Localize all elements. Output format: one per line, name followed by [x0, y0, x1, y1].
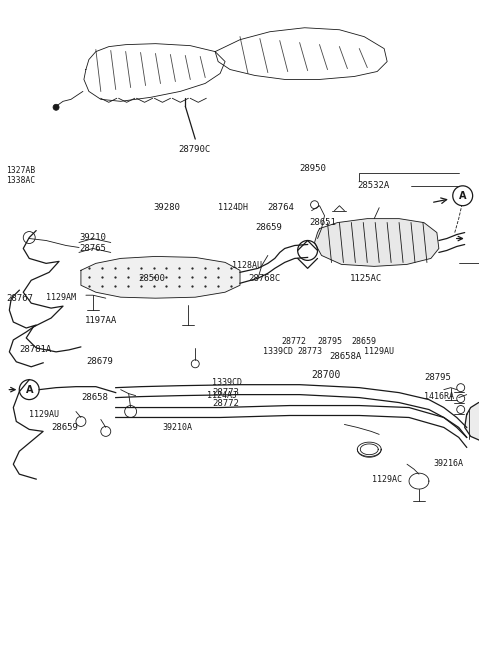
Text: 28795: 28795	[424, 373, 451, 382]
Text: 28765: 28765	[79, 244, 106, 253]
Text: 28659: 28659	[51, 423, 78, 432]
Text: 39280: 39280	[154, 203, 180, 212]
Circle shape	[53, 104, 59, 110]
Text: 28651: 28651	[310, 218, 336, 227]
Text: 1129AU: 1129AU	[364, 348, 394, 356]
Text: 28659: 28659	[255, 223, 282, 232]
Text: 28658A: 28658A	[329, 352, 362, 361]
Text: 28773: 28773	[298, 348, 323, 356]
Polygon shape	[314, 219, 439, 266]
Text: 28500: 28500	[139, 274, 166, 283]
Text: 1338AC: 1338AC	[6, 176, 36, 185]
Polygon shape	[84, 43, 225, 101]
Text: 28950: 28950	[300, 164, 326, 173]
Text: 28795: 28795	[318, 338, 343, 346]
Text: 28772: 28772	[212, 399, 239, 408]
Text: 39210A: 39210A	[162, 423, 192, 432]
Text: 1197AA: 1197AA	[85, 315, 117, 325]
Polygon shape	[409, 473, 429, 489]
Text: 28658: 28658	[81, 393, 108, 402]
Polygon shape	[215, 28, 387, 79]
Text: 1129AM: 1129AM	[46, 292, 76, 302]
Text: 1125AC: 1125AC	[349, 274, 382, 283]
Text: 1416RA: 1416RA	[424, 392, 454, 401]
Text: A: A	[25, 384, 33, 395]
Text: 28781A: 28781A	[19, 346, 51, 354]
Text: 28532A: 28532A	[357, 181, 390, 191]
Text: 1327AB: 1327AB	[6, 166, 36, 175]
Text: 28764: 28764	[267, 203, 294, 212]
Text: 1339CD: 1339CD	[212, 378, 242, 387]
Text: 28679: 28679	[86, 357, 113, 367]
Text: A: A	[459, 191, 467, 201]
Text: 1129AC: 1129AC	[372, 474, 402, 484]
Text: 28700: 28700	[312, 370, 341, 380]
Text: 39210: 39210	[79, 233, 106, 242]
Text: 28772: 28772	[282, 338, 307, 346]
Text: 28767: 28767	[6, 294, 33, 303]
Text: 39216A: 39216A	[434, 459, 464, 468]
Text: 28773: 28773	[212, 388, 239, 397]
Text: 28790C: 28790C	[179, 145, 211, 154]
Text: 1128AU: 1128AU	[232, 261, 262, 270]
Text: 28768C: 28768C	[248, 274, 280, 283]
Polygon shape	[81, 256, 240, 298]
Text: 1124AJ: 1124AJ	[207, 391, 237, 400]
Text: 28659: 28659	[351, 338, 376, 346]
Text: 1339CD: 1339CD	[263, 348, 293, 356]
Text: 1129AU: 1129AU	[29, 410, 59, 419]
Text: 1124DH: 1124DH	[218, 203, 248, 212]
Polygon shape	[465, 397, 480, 446]
